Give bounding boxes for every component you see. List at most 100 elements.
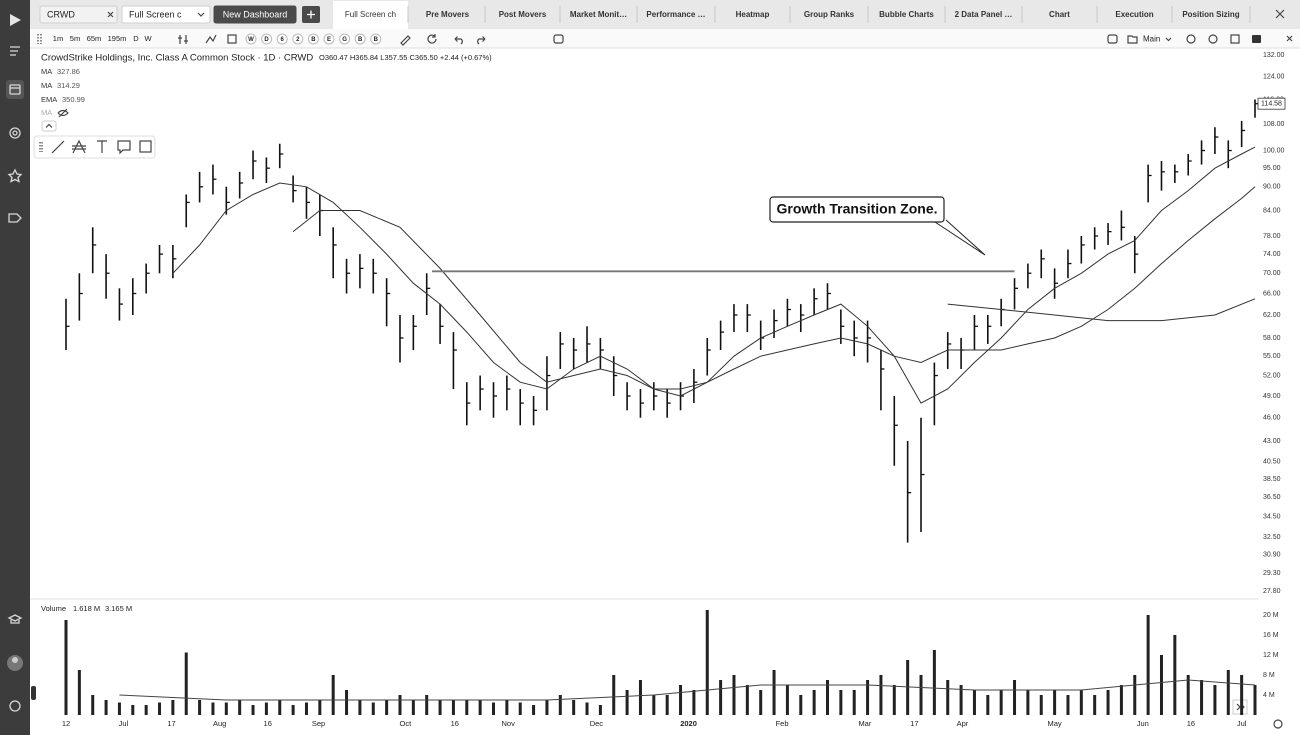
sidebar-trade[interactable] [8, 213, 22, 223]
timeframe-button[interactable]: 1m [53, 34, 63, 43]
volume-bar [158, 702, 162, 715]
study-badge[interactable] [323, 33, 335, 45]
settings-icon[interactable] [1208, 34, 1218, 44]
sidebar-favorites[interactable] [7, 168, 23, 183]
study-badge[interactable] [276, 33, 288, 45]
pane-count[interactable] [1252, 35, 1261, 43]
study-badge[interactable] [292, 33, 304, 45]
volume-bar [1026, 690, 1030, 715]
volume-bar [238, 700, 242, 715]
y-tick-label: 90.00 [1263, 184, 1281, 191]
pane-close[interactable] [1286, 35, 1293, 42]
volume-bar [1253, 685, 1257, 715]
snapshot-icon[interactable] [553, 34, 564, 44]
volume-bar [77, 670, 81, 715]
fullscreen-icon[interactable] [1230, 34, 1240, 44]
volume-bar [585, 702, 589, 715]
timeframe-button[interactable]: W [144, 34, 152, 43]
volume-bar [572, 700, 576, 715]
volume-bar [612, 675, 616, 715]
volume-bar [959, 685, 963, 715]
y-tick-label: 29.30 [1263, 570, 1281, 577]
sidebar-charts[interactable] [9, 84, 21, 95]
y-tick-label: 12 M [1263, 652, 1279, 659]
callout-tool[interactable] [117, 140, 131, 155]
volume-bar [1093, 695, 1097, 715]
last-price-box [1257, 97, 1286, 110]
drawing-toolbar [33, 135, 156, 159]
tab-label[interactable]: Post Movers [499, 10, 547, 19]
undo-icon[interactable] [454, 36, 463, 45]
draw-icon[interactable] [400, 35, 411, 46]
collapse-legend[interactable] [41, 120, 57, 132]
volume-bar [1119, 685, 1123, 715]
redo-icon[interactable] [477, 36, 486, 45]
tab-close[interactable] [107, 11, 114, 18]
settings-button[interactable] [1273, 719, 1283, 729]
tab-label[interactable]: 2 Data Panel … [955, 10, 1013, 19]
tab-label[interactable]: Execution [1115, 10, 1153, 19]
chart-type-icon[interactable] [178, 35, 188, 44]
panels-icon[interactable] [1107, 34, 1118, 44]
tab-label[interactable]: Market Monit… [570, 10, 627, 19]
timeframe-button[interactable]: D [133, 34, 139, 43]
layout-icon[interactable] [227, 34, 237, 44]
timeframe-button[interactable]: 195m [108, 34, 127, 43]
alert-icon[interactable] [1186, 34, 1196, 44]
folder-icon[interactable] [1127, 35, 1138, 44]
volume-bar [224, 702, 228, 715]
volume-bar [772, 670, 776, 715]
tab[interactable] [121, 5, 211, 24]
tab-label[interactable]: Full Screen ch [345, 10, 396, 19]
tab-label[interactable]: Heatmap [736, 10, 770, 19]
tab-label[interactable]: Bubble Charts [879, 10, 934, 19]
volume-bar [318, 700, 322, 715]
study-badge[interactable] [307, 33, 319, 45]
rectangle-tool[interactable] [139, 140, 152, 153]
volume-bar [1106, 690, 1110, 715]
fib-tool[interactable] [72, 139, 86, 154]
tab-label[interactable]: Chart [1049, 10, 1070, 19]
timeframe-button[interactable]: 65m [87, 34, 102, 43]
close-window[interactable] [1275, 9, 1285, 19]
indicator-value: 314.29 [57, 81, 80, 90]
sidebar-hat[interactable] [7, 614, 23, 624]
sidebar-scanner[interactable] [9, 127, 21, 139]
study-badge[interactable] [261, 33, 273, 45]
tab-label[interactable]: Position Sizing [1182, 10, 1239, 19]
study-badge[interactable] [370, 33, 382, 45]
volume-bar [879, 675, 883, 715]
study-badge[interactable] [354, 33, 366, 45]
tab-label[interactable]: Group Ranks [804, 10, 855, 19]
tab[interactable] [213, 5, 297, 24]
timeframe-button[interactable]: 5m [70, 34, 80, 43]
volume-bar [505, 700, 509, 715]
tab-menu[interactable] [197, 12, 205, 17]
sidebar [0, 0, 30, 735]
y-tick-label: 16 M [1263, 632, 1279, 639]
refresh-icon[interactable] [427, 34, 437, 44]
indicator-icon[interactable] [205, 34, 217, 44]
y-tick-label: 49.00 [1263, 393, 1281, 400]
volume-bar [986, 695, 990, 715]
hidden-eye[interactable] [57, 108, 69, 118]
volume-bar [1133, 675, 1137, 715]
panel-handle[interactable] [31, 686, 36, 700]
sidebar-menu[interactable] [10, 46, 20, 56]
volume-bar [278, 700, 282, 715]
volume-bar [719, 680, 723, 715]
study-badge[interactable] [339, 33, 351, 45]
tab-label[interactable]: Performance … [646, 10, 705, 19]
tab-label[interactable]: Pre Movers [426, 10, 470, 19]
app-logo[interactable] [10, 14, 21, 26]
tab[interactable] [39, 5, 118, 24]
study-badge[interactable] [245, 33, 257, 45]
layout-name[interactable]: Main [1143, 35, 1160, 44]
volume-bar [852, 690, 856, 715]
help-button[interactable] [9, 700, 21, 712]
volume-bar [839, 690, 843, 715]
layout-menu[interactable] [1165, 37, 1172, 42]
volume-bar [385, 700, 389, 715]
text-tool[interactable] [97, 140, 107, 153]
trendline-tool[interactable] [51, 140, 65, 154]
